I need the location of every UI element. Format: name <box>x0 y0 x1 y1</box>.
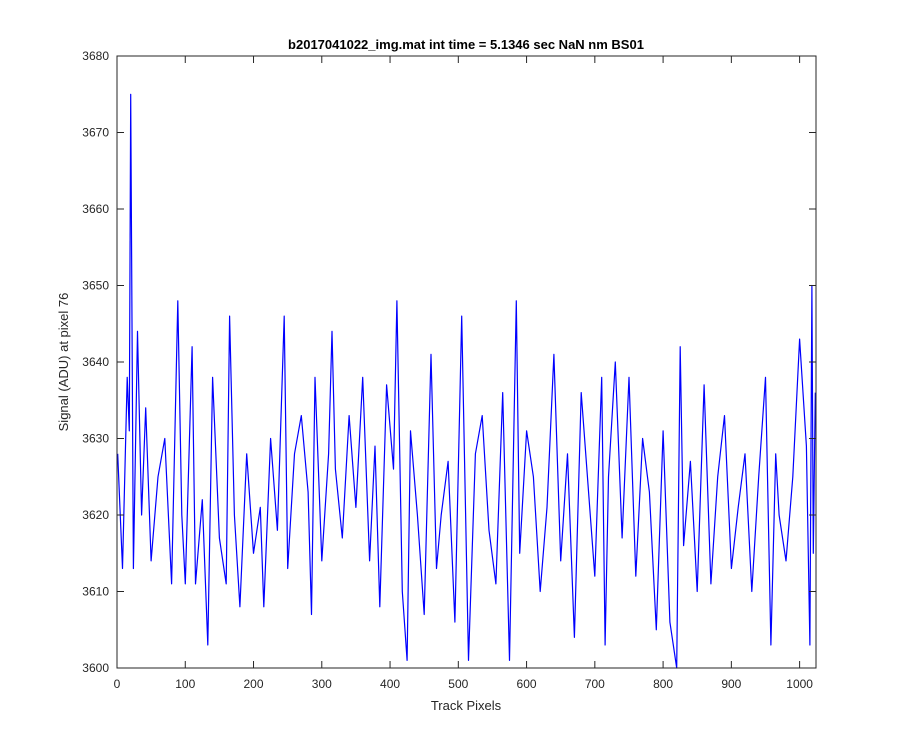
x-tick-label: 500 <box>448 677 468 691</box>
y-tick-label: 3600 <box>82 661 109 675</box>
x-tick-label: 600 <box>517 677 537 691</box>
y-tick-label: 3610 <box>82 585 109 599</box>
y-tick-label: 3660 <box>82 202 109 216</box>
series-layer <box>117 93 816 669</box>
y-tick-label: 3680 <box>82 49 109 63</box>
x-tick-label: 1000 <box>786 677 813 691</box>
x-tick-label: 300 <box>312 677 332 691</box>
series-line <box>117 93 816 669</box>
x-tick-label: 100 <box>175 677 195 691</box>
chart-title: b2017041022_img.mat int time = 5.1346 se… <box>288 37 644 52</box>
x-axis-title: Track Pixels <box>431 698 502 713</box>
x-tick-label: 800 <box>653 677 673 691</box>
x-tick-label: 400 <box>380 677 400 691</box>
axes-box <box>116 55 817 669</box>
x-tick-label: 700 <box>585 677 605 691</box>
y-tick-label: 3640 <box>82 355 109 369</box>
y-tick-label: 3670 <box>82 126 109 140</box>
y-tick-label: 3620 <box>82 508 109 522</box>
x-tick-label: 200 <box>244 677 264 691</box>
x-tick-label: 0 <box>114 677 121 691</box>
y-tick-label: 3650 <box>82 279 109 293</box>
x-tick-label: 900 <box>721 677 741 691</box>
y-tick-label: 3630 <box>82 432 109 446</box>
y-axis-title: Signal (ADU) at pixel 76 <box>56 293 71 432</box>
tick-layer: 0 100 200 300 400 500 600 700 800 900 1000 3600 3610… <box>82 49 816 691</box>
